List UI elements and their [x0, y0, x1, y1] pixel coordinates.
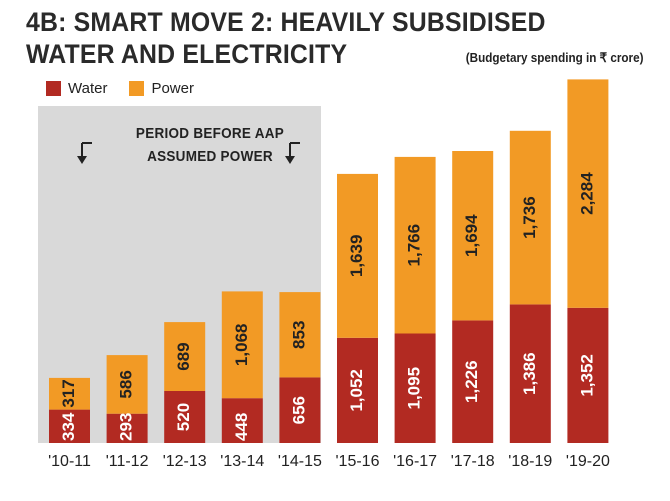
bar-power: [49, 377, 90, 410]
x-tick-label: '15-16: [336, 453, 380, 470]
data-label-water: 520: [174, 403, 193, 431]
legend-item-water: Water: [46, 80, 107, 97]
period-annotation-line2: ASSUMED POWER: [147, 148, 273, 165]
x-tick-label: '16-17: [393, 453, 437, 470]
bar-water: [164, 391, 206, 443]
legend-label-power: Power: [151, 80, 194, 97]
data-label-water: 293: [117, 413, 136, 441]
bar-power: [279, 292, 321, 378]
data-label-power: 1,766: [405, 224, 424, 267]
data-label-water: 656: [289, 396, 308, 424]
data-label-power: 1,639: [347, 235, 366, 278]
x-tick-label: '17-18: [451, 453, 495, 470]
data-label-power: 317: [59, 379, 78, 407]
bar-water: [221, 398, 263, 443]
bar-power: [567, 79, 609, 308]
legend-swatch-water: [46, 81, 61, 96]
data-label-water: 1,352: [577, 354, 596, 397]
data-label-power: 1,694: [462, 214, 481, 257]
bar-power: [337, 173, 378, 338]
bar-power: [509, 130, 551, 305]
data-label-power: 586: [117, 370, 136, 398]
bar-water: [279, 377, 321, 443]
data-label-water: 1,386: [520, 352, 539, 395]
bar-power: [394, 156, 436, 334]
x-tick-label: '18-19: [508, 453, 552, 470]
bar-water: [337, 337, 378, 443]
legend-label-water: Water: [68, 80, 108, 97]
data-label-power: 1,736: [520, 196, 539, 239]
x-tick-label: '12-13: [163, 453, 207, 470]
bar-power: [164, 322, 206, 391]
bar-water: [394, 333, 436, 443]
arrow-left-head: [77, 156, 87, 164]
x-tick-label: '19-20: [566, 453, 610, 470]
x-tick-label: '10-11: [48, 453, 91, 470]
legend-item-power: Power: [129, 80, 194, 97]
bar-power: [452, 151, 494, 321]
x-tick-label: '11-12: [106, 453, 149, 470]
data-label-power: 853: [289, 321, 308, 349]
bar-power: [106, 355, 148, 414]
bar-water: [509, 304, 551, 443]
data-label-water: 448: [232, 413, 251, 441]
chart-subtitle: (Budgetary spending in ₹ crore): [466, 50, 644, 65]
bar-power: [221, 291, 263, 399]
chart-title: 4B: SMART MOVE 2: HEAVILY SUBSIDISED WAT…: [26, 7, 546, 69]
period-annotation: PERIOD BEFORE AAP ASSUMED POWER: [75, 122, 345, 168]
bar-water: [452, 320, 494, 443]
data-label-power: 2,284: [577, 172, 596, 215]
data-label-water: 1,226: [462, 360, 481, 403]
legend-swatch-power: [129, 81, 145, 96]
x-tick-label: '13-14: [220, 453, 264, 470]
data-label-power: 689: [174, 342, 193, 370]
bar-water: [49, 409, 90, 443]
x-tick-label: '14-15: [278, 453, 322, 470]
data-label-water: 334: [59, 412, 78, 441]
data-label-water: 1,095: [405, 367, 424, 410]
bar-water: [106, 413, 148, 443]
bar-water: [567, 307, 609, 443]
data-label-water: 1,052: [347, 369, 366, 412]
arrow-right-head: [285, 156, 295, 164]
period-annotation-line1: PERIOD BEFORE AAP: [135, 125, 285, 142]
data-label-power: 1,068: [232, 324, 251, 367]
legend: Water Power: [46, 80, 208, 97]
